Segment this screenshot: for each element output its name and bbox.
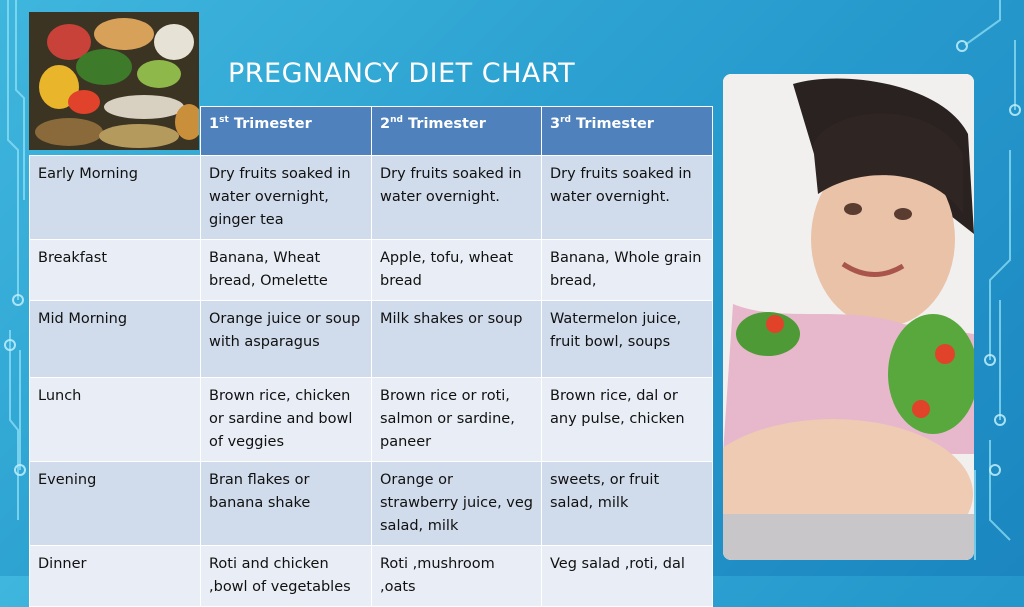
table-cell: Brown rice, chicken or sardine and bowl … [200,377,372,462]
table-cell: Dry fruits soaked in water overnight. [541,155,713,240]
table-row: Dinner Roti and chicken ,bowl of vegetab… [29,545,713,607]
table-cell: Banana, Whole grain bread, [541,239,713,301]
diet-table: 1st Trimester 2nd Trimester 3rd Trimeste… [29,106,713,607]
table-cell: Veg salad ,roti, dal [541,545,713,607]
slide-title: PREGNANCY DIET CHART [228,58,576,89]
header-trimester-1: 1st Trimester [200,106,372,156]
table-cell: Watermelon juice, fruit bowl, soups [541,300,713,378]
table-cell: Orange juice or soup with asparagus [200,300,372,378]
meal-label: Dinner [29,545,201,607]
table-corner-cell [30,107,201,156]
meal-label: Early Morning [29,155,201,240]
table-cell: Banana, Wheat bread, Omelette [200,239,372,301]
table-row: Breakfast Banana, Wheat bread, Omelette … [29,239,713,301]
table-cell: Bran flakes or banana shake [200,461,372,546]
pregnant-woman-photo [723,74,974,560]
table-cell: Dry fruits soaked in water overnight. [371,155,542,240]
table-row: Mid Morning Orange juice or soup with as… [29,300,713,378]
table-cell: Apple, tofu, wheat bread [371,239,542,301]
table-row: Early Morning Dry fruits soaked in water… [29,155,713,240]
table-cell: sweets, or fruit salad, milk [541,461,713,546]
table-cell: Roti ,mushroom ,oats [371,545,542,607]
table-cell: Dry fruits soaked in water overnight, gi… [200,155,372,240]
meal-label: Evening [29,461,201,546]
table-cell: Brown rice, dal or any pulse, chicken [541,377,713,462]
table-header-row: 1st Trimester 2nd Trimester 3rd Trimeste… [30,106,713,156]
meal-label: Breakfast [29,239,201,301]
circuit-decoration [4,0,1021,560]
food-image [29,12,199,150]
header-trimester-3: 3rd Trimester [541,106,713,156]
table-cell: Brown rice or roti, salmon or sardine, p… [371,377,542,462]
meal-label: Lunch [29,377,201,462]
meal-label: Mid Morning [29,300,201,378]
table-cell: Milk shakes or soup [371,300,542,378]
table-row: Evening Bran flakes or banana shake Oran… [29,461,713,546]
table-cell: Orange or strawberry juice, veg salad, m… [371,461,542,546]
table-cell: Roti and chicken ,bowl of vegetables [200,545,372,607]
table-row: Lunch Brown rice, chicken or sardine and… [29,377,713,462]
header-trimester-2: 2nd Trimester [371,106,542,156]
